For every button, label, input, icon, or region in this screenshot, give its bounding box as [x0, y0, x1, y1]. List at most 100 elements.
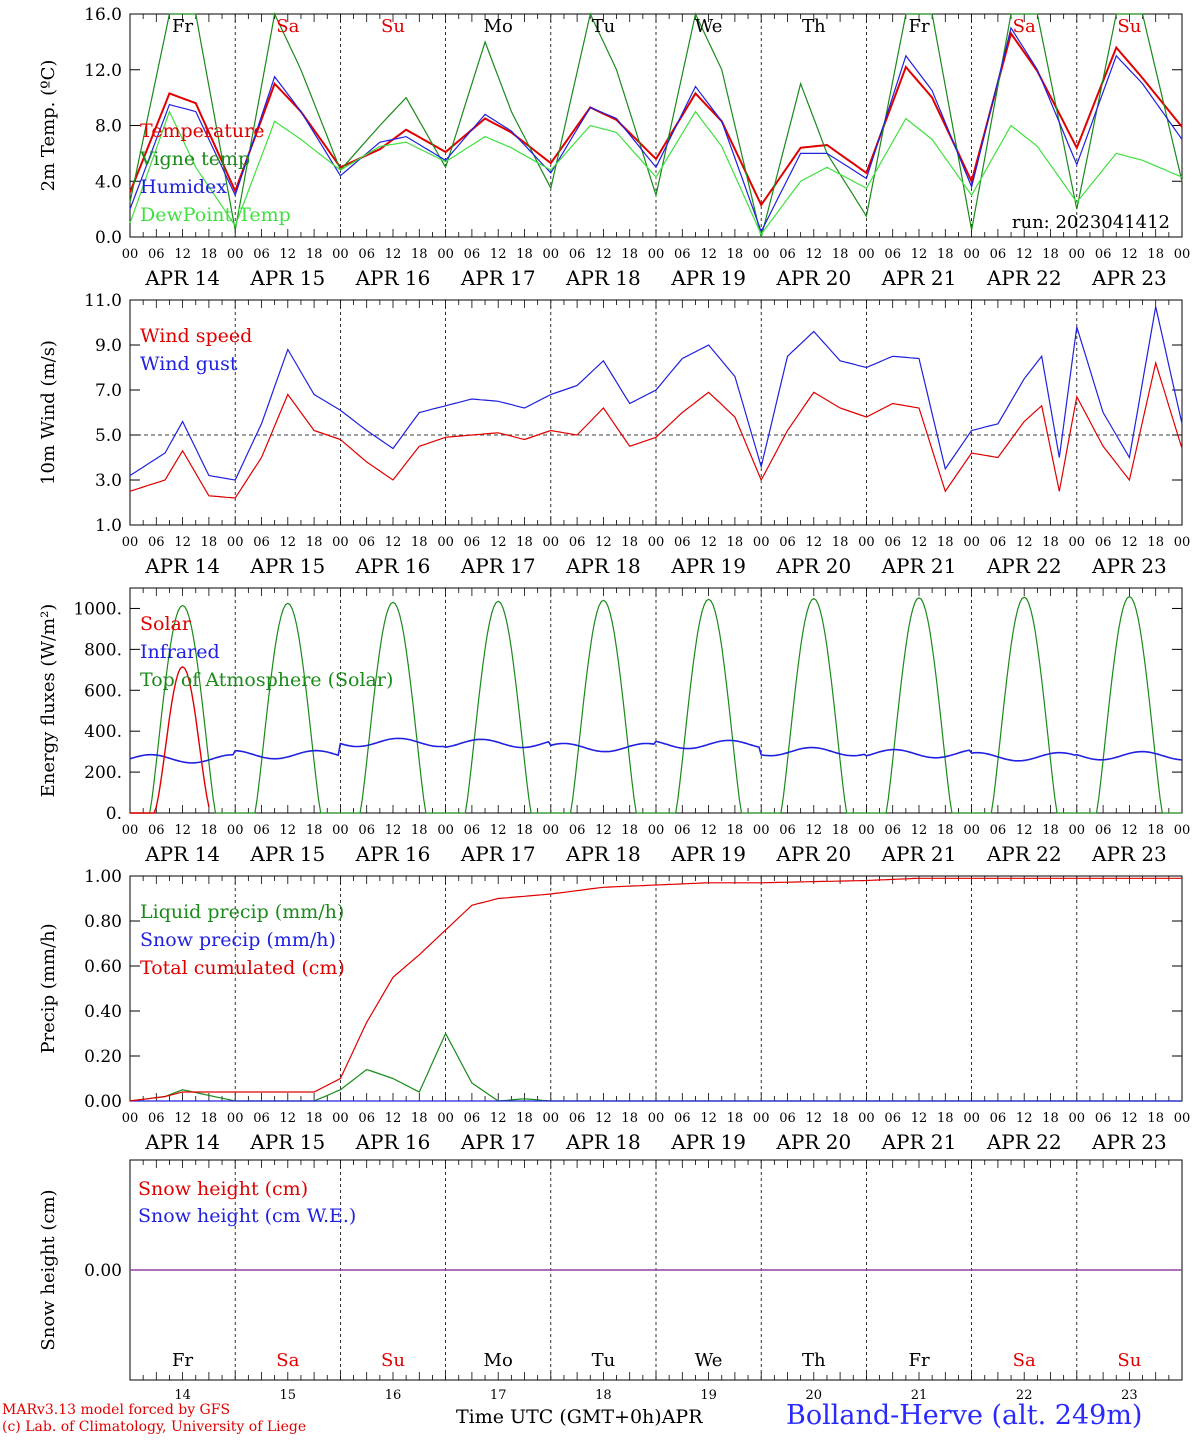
hour-label: 06	[464, 535, 481, 550]
time-axis-label: Time UTC (GMT+0h)	[456, 1406, 662, 1428]
hour-label: 18	[411, 535, 428, 550]
hour-label: 00	[227, 247, 244, 262]
day-label: APR 18	[565, 842, 641, 866]
month-label: APR	[661, 1406, 703, 1428]
model-credit-line1: MARv3.13 model forced by GFS	[2, 1402, 231, 1418]
hour-label: 18	[516, 1111, 533, 1126]
legend-1: Solar	[140, 613, 192, 635]
hour-label: 12	[911, 535, 928, 550]
y-tick-label: 0.60	[84, 957, 122, 977]
day-number: 23	[1121, 1388, 1138, 1403]
day-label: APR 14	[144, 554, 220, 578]
weekday-label: Mo	[484, 1350, 513, 1371]
hour-label: 00	[963, 823, 980, 838]
hour-label: 12	[174, 535, 191, 550]
hour-label: 18	[832, 535, 849, 550]
hour-label: 00	[858, 247, 875, 262]
hour-label: 18	[727, 535, 744, 550]
hour-label: 00	[648, 247, 665, 262]
day-label: APR 17	[460, 266, 536, 290]
hour-label: 00	[648, 823, 665, 838]
hour-label: 12	[700, 1111, 717, 1126]
run-annotation: run: 2023041412	[1012, 212, 1170, 233]
hour-label: 12	[174, 247, 191, 262]
weekday-label: Sa	[276, 16, 299, 37]
hour-label: 06	[1095, 1111, 1112, 1126]
hour-label: 00	[437, 1111, 454, 1126]
hour-label: 06	[148, 1111, 165, 1126]
y-tick-label: 11.0	[84, 291, 122, 311]
weekday-label: Mo	[484, 16, 513, 37]
weekday-label: Fr	[172, 1350, 193, 1371]
y-tick-label: 0.00	[84, 1092, 122, 1112]
y-tick-label: 9.0	[95, 336, 122, 356]
hour-label: 00	[122, 247, 139, 262]
hour-label: 12	[174, 1111, 191, 1126]
day-label: APR 18	[565, 266, 641, 290]
day-label: APR 16	[355, 266, 431, 290]
weekday-label: Th	[802, 1350, 826, 1371]
day-label: APR 14	[144, 842, 220, 866]
hour-label: 06	[884, 823, 901, 838]
legend-1: Wind speed	[140, 325, 252, 347]
y-tick-label: 8.0	[95, 117, 122, 137]
hour-label-final: 00	[1174, 535, 1191, 550]
legend-3: Top of Atmosphere (Solar)	[140, 669, 393, 691]
y-tick-label: 7.0	[95, 381, 122, 401]
hour-label: 12	[385, 535, 402, 550]
hour-label: 00	[332, 823, 349, 838]
legend-2: Snow height (cm W.E.)	[138, 1205, 356, 1227]
hour-label: 12	[806, 823, 823, 838]
day-number: 15	[280, 1388, 297, 1403]
hour-label: 18	[306, 247, 323, 262]
hour-label: 18	[937, 247, 954, 262]
day-label: APR 21	[881, 1130, 957, 1154]
hour-label: 06	[674, 247, 691, 262]
hour-label: 06	[253, 247, 270, 262]
y-tick-label: 0.80	[84, 912, 122, 932]
day-label: APR 16	[355, 842, 431, 866]
day-number: 14	[174, 1388, 191, 1403]
hour-label: 12	[911, 1111, 928, 1126]
y-axis-label: Energy fluxes (W/m²)	[38, 604, 59, 798]
hour-label: 18	[937, 823, 954, 838]
day-label: APR 21	[881, 554, 957, 578]
time-axis-title: Time UTC (GMT+0h)APR	[456, 1406, 703, 1428]
day-number: 17	[490, 1388, 507, 1403]
hour-label: 18	[832, 247, 849, 262]
hour-label: 00	[753, 1111, 770, 1126]
day-label: APR 14	[144, 1130, 220, 1154]
hour-label: 06	[253, 535, 270, 550]
y-tick-label: 0.0	[95, 228, 122, 248]
series-infrared	[129, 737, 1183, 764]
hour-label: 12	[700, 247, 717, 262]
series-line-1	[129, 360, 1183, 499]
station-name: Bolland-Herve (alt. 249m)	[786, 1400, 1143, 1431]
y-tick-label: 600.	[84, 681, 122, 701]
hour-label: 12	[490, 1111, 507, 1126]
hour-label: 18	[1147, 823, 1164, 838]
weekday-label: Th	[802, 16, 826, 37]
panel-frame-3	[129, 587, 1183, 814]
hour-label: 18	[937, 535, 954, 550]
hour-label: 06	[569, 823, 586, 838]
hour-label: 06	[884, 535, 901, 550]
hour-label: 00	[753, 535, 770, 550]
day-label: APR 23	[1091, 266, 1167, 290]
hour-label: 12	[1016, 247, 1033, 262]
hour-label: 00	[122, 823, 139, 838]
day-label: APR 23	[1091, 842, 1167, 866]
legend-3: Total cumulated (cm)	[140, 957, 345, 979]
weekday-label: Sa	[276, 1350, 299, 1371]
hour-label: 06	[779, 823, 796, 838]
hour-label: 18	[1147, 1111, 1164, 1126]
hour-label: 12	[806, 247, 823, 262]
weekday-label: Su	[1117, 16, 1141, 37]
day-number: 16	[385, 1388, 402, 1403]
day-label: APR 16	[355, 1130, 431, 1154]
day-label: APR 15	[249, 1130, 325, 1154]
hour-label: 12	[806, 1111, 823, 1126]
legend-4: DewPoint Temp	[140, 204, 291, 226]
hour-label: 18	[306, 823, 323, 838]
